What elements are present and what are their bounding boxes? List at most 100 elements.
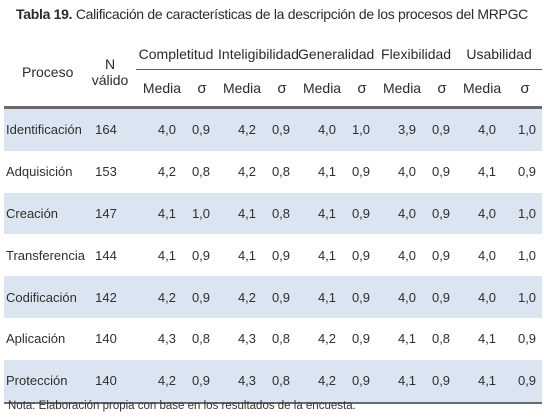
cell-sigma: 0,9 [431, 164, 451, 180]
row-process-name: Identificación [6, 122, 82, 138]
sub-header-sigma: σ [520, 79, 530, 97]
sub-header-row: Media σ Media σ Media σ Media σ Media σ [4, 70, 543, 108]
cell-sigma: 0,9 [351, 164, 371, 180]
cell-media: 4,1 [237, 247, 257, 263]
row-process-name: Codificación [6, 289, 77, 305]
cell-media: 4,1 [477, 373, 497, 389]
sub-header-media: Media [142, 80, 182, 96]
cell-media: 4,0 [477, 122, 497, 138]
table-row: Aplicación 140 4,3 0,8 4,3 0,8 4,2 0,9 4,1 0,8 4,1… [4, 317, 543, 360]
cell-media: 4,2 [317, 331, 337, 347]
cell-sigma: 1,0 [517, 289, 537, 305]
cell-sigma: 0,9 [431, 205, 451, 221]
cell-media: 4,1 [317, 205, 337, 221]
cell-media: 4,3 [157, 331, 176, 347]
cell-media: 4,2 [237, 164, 257, 180]
sub-header-sigma: σ [437, 79, 447, 97]
cell-media: 4,1 [157, 205, 176, 221]
cell-media: 4,1 [397, 331, 417, 347]
cell-sigma: 0,9 [271, 289, 291, 305]
cell-sigma: 0,8 [271, 331, 291, 347]
cell-media: 4,2 [237, 122, 257, 138]
cell-sigma: 0,9 [517, 331, 537, 347]
cell-media: 4,1 [237, 205, 257, 221]
cell-media: 4,2 [157, 373, 176, 389]
row-n-valido: 142 [95, 289, 117, 305]
group-header-completitud: Completitud [136, 38, 217, 70]
cell-media: 4,0 [477, 289, 497, 305]
cell-media: 4,0 [397, 247, 417, 263]
cell-sigma: 0,8 [191, 164, 211, 180]
cell-sigma: 0,9 [351, 373, 371, 389]
cell-sigma: 0,9 [351, 289, 371, 305]
cell-media: 4,2 [157, 289, 176, 305]
cell-sigma: 1,0 [517, 247, 537, 263]
cell-sigma: 0,9 [271, 247, 291, 263]
sub-header-media: Media [382, 80, 422, 96]
cell-media: 4,1 [317, 289, 337, 305]
cell-media: 4,0 [477, 247, 497, 263]
cell-sigma: 0,8 [271, 373, 291, 389]
group-header-inteligibilidad: Inteligibilidad [216, 38, 299, 70]
caption-label: Tabla 19. [16, 6, 73, 22]
table-row: Transferencia 144 4,1 0,9 4,1 0,9 4,1 0,9 4,0 0,9… [4, 234, 543, 277]
table-note: Nota: Elaboración propia con base en los… [8, 400, 356, 412]
cell-media: 4,3 [237, 331, 257, 347]
cell-sigma: 0,9 [191, 122, 211, 138]
row-n-valido: 153 [95, 164, 117, 180]
cell-sigma: 0,9 [431, 122, 451, 138]
cell-sigma: 0,9 [517, 164, 537, 180]
row-process-name: Adquisición [6, 164, 73, 180]
cell-media: 4,2 [157, 164, 176, 180]
cell-sigma: 1,0 [517, 205, 537, 221]
group-header-row: Proceso N válido Completitud Inteligibil… [4, 38, 543, 88]
sub-header-sigma: σ [277, 79, 287, 97]
cell-sigma: 1,0 [517, 122, 537, 138]
cell-sigma: 0,9 [191, 289, 211, 305]
cell-media: 4,1 [157, 247, 176, 263]
table-caption: Tabla 19. Calificación de característica… [0, 6, 544, 22]
row-n-valido: 164 [95, 122, 117, 138]
table-row: Protección 140 4,2 0,9 4,3 0,8 4,2 0,9 4,1 0,9 4,1… [4, 359, 543, 403]
cell-media: 4,1 [477, 331, 497, 347]
cell-media: 4,2 [317, 373, 337, 389]
cell-sigma: 1,0 [351, 122, 371, 138]
table-body: Identificación 164 4,0 0,9 4,2 0,9 4,0 1,0 3,9 0,… [4, 107, 543, 403]
cell-media: 4,1 [477, 164, 497, 180]
cell-sigma: 0,9 [431, 289, 451, 305]
row-process-name: Aplicación [6, 331, 66, 347]
cell-media: 4,2 [237, 289, 257, 305]
sub-header-media: Media [222, 80, 262, 96]
cell-media: 3,9 [397, 122, 417, 138]
cell-sigma: 0,9 [431, 373, 451, 389]
table-row: Adquisición 153 4,2 0,8 4,2 0,8 4,1 0,9 4,0 0,9 4,… [4, 150, 543, 193]
sub-header-media: Media [302, 80, 342, 96]
cell-sigma: 0,9 [351, 205, 371, 221]
cell-sigma: 1,0 [191, 205, 211, 221]
cell-sigma: 0,8 [191, 331, 211, 347]
cell-sigma: 0,8 [271, 164, 291, 180]
column-header-proceso: Proceso [22, 64, 74, 80]
sub-header-sigma: σ [197, 79, 207, 97]
cell-sigma: 0,9 [351, 331, 371, 347]
row-process-name: Creación [6, 205, 59, 221]
cell-sigma: 0,8 [431, 331, 451, 347]
cell-media: 4,0 [397, 205, 417, 221]
table-row: Identificación 164 4,0 0,9 4,2 0,9 4,0 1,0 3,9 0,… [4, 107, 543, 151]
row-process-name: Protección [6, 373, 68, 389]
row-n-valido: 140 [95, 373, 117, 389]
group-header-flexibilidad: Flexibilidad [376, 38, 457, 70]
row-process-name: Transferencia [6, 247, 85, 263]
group-header-usabilidad: Usabilidad [456, 38, 543, 70]
sub-header-sigma: σ [357, 79, 367, 97]
cell-media: 4,0 [477, 205, 497, 221]
cell-sigma: 0,9 [191, 373, 211, 389]
cell-media: 4,0 [317, 122, 337, 138]
cell-sigma: 0,9 [351, 247, 371, 263]
cell-sigma: 0,9 [431, 247, 451, 263]
table-row: Creación 147 4,1 1,0 4,1 0,8 4,1 0,9 4,0 0,9 4,0 1,… [4, 192, 543, 235]
group-header-generalidad: Generalidad [296, 38, 377, 70]
caption-text: Calificación de características de la de… [75, 6, 528, 22]
cell-sigma: 0,9 [271, 122, 291, 138]
row-n-valido: 144 [95, 247, 117, 263]
